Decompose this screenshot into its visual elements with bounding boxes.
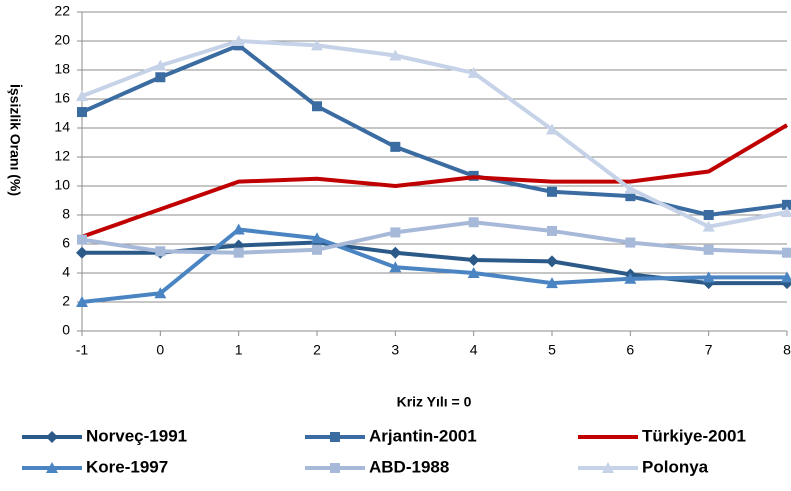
data-point [155,246,166,257]
y-tick-label: 14 [54,119,70,135]
legend-label: Türkiye-2001 [642,426,746,445]
x-tick-label: -1 [76,342,89,358]
data-point [547,225,557,236]
legend-label: Norveç-1991 [86,426,187,445]
x-tick-label: 3 [391,342,399,358]
data-point [467,66,480,78]
data-point [467,253,480,266]
x-tick-label: 6 [626,342,634,358]
data-point [154,59,167,71]
data-point [389,261,402,273]
data-point [625,237,636,248]
data-point [624,182,637,194]
data-point [546,277,558,289]
series-line [81,39,788,229]
legend-label: Arjantin-2001 [369,426,477,445]
y-tick-label: 8 [62,206,70,222]
y-tick-label: 22 [54,3,70,19]
x-axis-title: Kriz Yılı = 0 [397,394,472,410]
data-point [782,247,791,258]
data-point [625,191,636,202]
data-point [232,223,245,235]
data-point [311,39,323,51]
data-point [312,101,322,112]
data-point [468,217,479,228]
y-tick-label: 12 [54,148,70,164]
data-point [547,186,557,197]
x-tick-label: 1 [235,342,243,358]
data-point [76,296,88,307]
x-tick-label: 5 [548,342,556,358]
data-point [702,220,715,232]
data-point [77,107,87,118]
data-point [233,247,244,258]
y-tick-label: 16 [54,90,70,106]
x-tick-label: 2 [313,342,321,358]
data-point [782,199,791,210]
y-axis-title: İşsizlik Oranı (%) [7,84,23,196]
legend-marker [330,432,340,442]
x-tick-label: 4 [470,342,478,358]
data-point [154,287,167,299]
y-tick-label: 18 [54,61,70,77]
data-point [76,90,88,102]
series-line [81,123,789,239]
x-tick-label: 7 [705,342,713,358]
data-point [390,141,401,152]
y-tick-label: 10 [54,177,70,193]
series-line [81,227,787,304]
legend-label: Kore-1997 [86,457,168,476]
data-point [312,244,322,255]
data-point [703,244,714,255]
legend-label: Polonya [642,457,709,476]
y-tick-label: 20 [54,32,70,48]
data-point [624,272,637,284]
data-point [311,232,323,244]
x-tick-label: 8 [783,342,791,358]
data-point [389,246,402,259]
data-point [703,210,714,220]
y-tick-label: 4 [62,264,70,280]
data-point [467,267,480,278]
y-tick-label: 2 [62,293,70,309]
data-point [232,35,245,46]
data-point [546,255,558,268]
x-tick-label: 0 [156,342,164,358]
data-point [546,123,558,135]
data-point [781,206,791,218]
data-point [76,246,88,259]
series-line [81,220,788,255]
data-point [155,72,166,83]
legend-label: ABD-1988 [369,457,449,476]
data-point [77,234,87,245]
data-point [702,271,715,283]
data-point [389,49,402,61]
legend-marker [46,462,58,473]
legend-marker [330,463,340,473]
legend-marker [602,462,614,473]
data-point [781,271,791,283]
y-tick-label: 6 [62,235,70,251]
series-line [81,43,788,217]
legend-marker [46,431,58,443]
y-tick-label: 0 [62,322,70,338]
data-point [390,227,401,238]
